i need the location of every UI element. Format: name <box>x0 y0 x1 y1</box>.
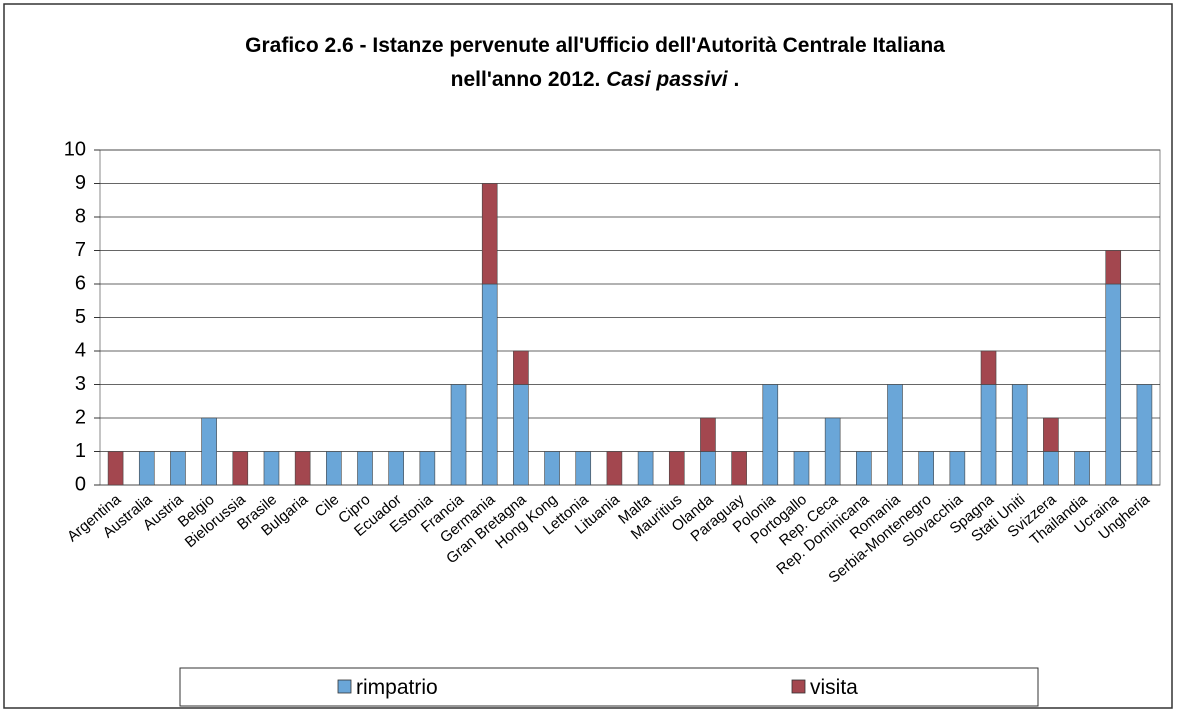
legend-label: visita <box>810 676 858 699</box>
bar-segment <box>949 451 966 486</box>
bar-segment <box>1136 384 1153 486</box>
chart-title: nell'anno 2012. Casi passivi . <box>451 68 740 91</box>
bar-segment <box>544 451 560 486</box>
bar-segment <box>388 451 404 486</box>
bar-segment <box>1074 451 1090 486</box>
bar-segment <box>513 384 529 486</box>
bar-segment <box>450 384 467 486</box>
bar-segment <box>980 384 997 486</box>
bar-segment <box>575 451 592 486</box>
bar-segment <box>887 384 903 486</box>
bar-segment <box>856 451 872 486</box>
bar-segment <box>1105 283 1122 486</box>
bar-segment <box>1043 417 1059 452</box>
bar-segment <box>637 451 654 486</box>
title-part: Casi passivi <box>606 68 729 91</box>
y-tick-label: 2 <box>75 406 86 428</box>
y-tick-label: 0 <box>75 473 86 495</box>
bar-segment <box>232 451 249 486</box>
bar-segment <box>481 283 498 486</box>
chart-frame <box>3 3 1173 709</box>
bar-segment <box>980 350 997 385</box>
bar-segment <box>263 451 280 486</box>
bar-segment <box>294 451 311 486</box>
chart-title: Grafico 2.6 - Istanze pervenute all'Uffi… <box>245 34 945 57</box>
bar-segment <box>326 451 342 486</box>
title-part: nell'anno 2012. <box>451 68 607 91</box>
legend-label: rimpatrio <box>356 676 438 699</box>
bar-segment <box>918 451 934 486</box>
y-tick-label: 1 <box>75 440 86 462</box>
y-tick-label: 10 <box>64 138 86 160</box>
bar-segment <box>762 384 779 486</box>
bar-segment <box>107 451 124 486</box>
y-tick-label: 5 <box>75 306 86 328</box>
legend <box>179 667 1039 707</box>
y-tick-label: 8 <box>75 205 86 227</box>
y-tick-label: 9 <box>75 172 86 194</box>
bar-segment <box>419 451 436 486</box>
title-part: . <box>728 68 740 91</box>
bar-segment <box>668 451 685 486</box>
legend-swatch <box>791 679 806 694</box>
bar-segment <box>793 451 810 486</box>
bar-segment <box>481 183 498 285</box>
legend-swatch <box>337 679 352 694</box>
bar-segment <box>606 451 623 486</box>
y-tick-label: 4 <box>75 339 86 361</box>
bar-segment <box>1011 384 1028 486</box>
bar-segment <box>1043 451 1059 486</box>
bar-segment <box>731 451 747 486</box>
y-tick-label: 6 <box>75 272 86 294</box>
y-tick-label: 7 <box>75 239 86 261</box>
y-tick-label: 3 <box>75 373 86 395</box>
bar-segment <box>138 451 155 486</box>
bar-segment <box>700 451 716 486</box>
bar-segment <box>357 451 373 486</box>
bar-segment <box>1105 250 1122 285</box>
bar-segment <box>201 417 217 486</box>
bar-segment <box>513 350 529 385</box>
bar-segment <box>170 451 186 486</box>
bar-segment <box>700 417 716 452</box>
bar-segment <box>824 417 841 486</box>
